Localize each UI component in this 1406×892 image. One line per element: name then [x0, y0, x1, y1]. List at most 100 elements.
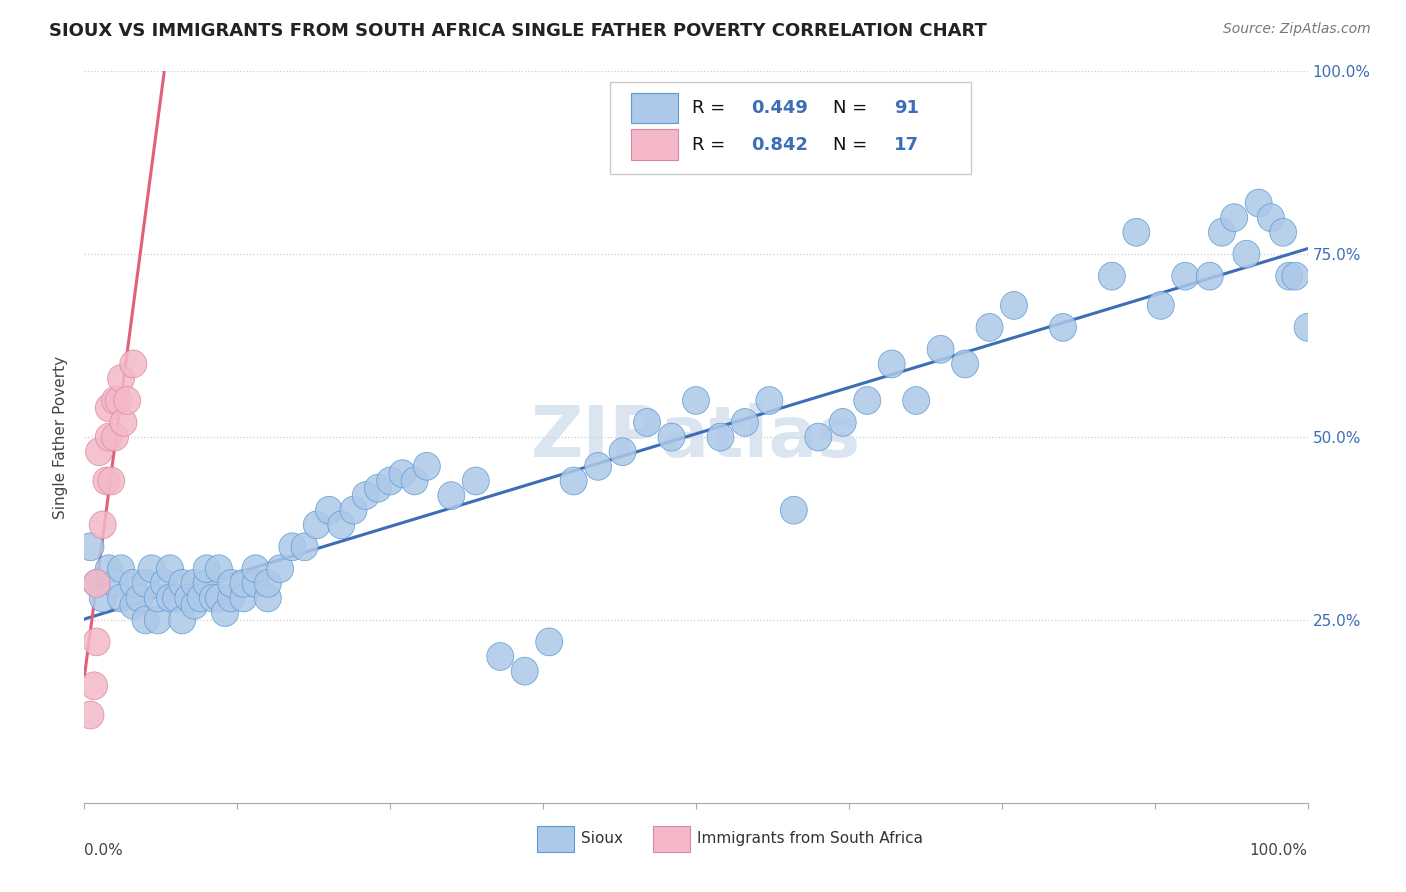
Ellipse shape [169, 606, 195, 634]
Ellipse shape [1098, 262, 1125, 290]
Ellipse shape [463, 467, 489, 495]
Bar [631, 129, 678, 160]
Ellipse shape [254, 584, 281, 612]
Ellipse shape [145, 584, 172, 612]
Ellipse shape [101, 569, 128, 598]
Ellipse shape [127, 584, 153, 612]
Ellipse shape [437, 482, 465, 509]
Ellipse shape [1282, 262, 1309, 290]
Ellipse shape [163, 584, 190, 612]
Ellipse shape [853, 386, 880, 415]
Ellipse shape [218, 569, 245, 598]
Ellipse shape [231, 569, 257, 598]
Ellipse shape [108, 584, 135, 612]
Ellipse shape [218, 584, 245, 612]
Bar [654, 826, 690, 852]
Ellipse shape [205, 584, 232, 612]
Text: N =: N = [832, 99, 873, 117]
Text: ZIPatlas: ZIPatlas [531, 402, 860, 472]
Ellipse shape [242, 569, 269, 598]
Ellipse shape [536, 628, 562, 656]
Ellipse shape [707, 423, 734, 451]
Ellipse shape [89, 511, 117, 539]
Ellipse shape [101, 423, 128, 451]
Text: Sioux: Sioux [581, 831, 623, 847]
Ellipse shape [120, 350, 146, 378]
Ellipse shape [181, 569, 208, 598]
Text: 17: 17 [894, 136, 920, 153]
Ellipse shape [1049, 313, 1077, 342]
Ellipse shape [976, 313, 1002, 342]
Ellipse shape [114, 386, 141, 415]
Ellipse shape [156, 584, 183, 612]
Text: Immigrants from South Africa: Immigrants from South Africa [697, 831, 924, 847]
Ellipse shape [1275, 262, 1303, 290]
Ellipse shape [291, 533, 318, 561]
Ellipse shape [486, 642, 513, 671]
Ellipse shape [658, 423, 685, 451]
Text: 0.449: 0.449 [751, 99, 808, 117]
Ellipse shape [193, 555, 221, 582]
Ellipse shape [413, 452, 440, 480]
Ellipse shape [105, 386, 132, 415]
Ellipse shape [108, 555, 135, 582]
Ellipse shape [108, 365, 135, 392]
Bar [631, 93, 678, 123]
Ellipse shape [150, 569, 177, 598]
Ellipse shape [96, 423, 122, 451]
Ellipse shape [1197, 262, 1223, 290]
Ellipse shape [83, 569, 110, 598]
Text: 0.0%: 0.0% [84, 843, 124, 858]
Ellipse shape [120, 591, 146, 619]
Ellipse shape [156, 555, 183, 582]
Ellipse shape [231, 584, 257, 612]
Ellipse shape [780, 496, 807, 524]
Text: R =: R = [692, 99, 731, 117]
Ellipse shape [96, 555, 122, 582]
Ellipse shape [101, 386, 128, 415]
Ellipse shape [187, 584, 214, 612]
Ellipse shape [585, 452, 612, 480]
Ellipse shape [1001, 292, 1028, 319]
Ellipse shape [512, 657, 538, 685]
Text: 100.0%: 100.0% [1250, 843, 1308, 858]
Ellipse shape [120, 569, 146, 598]
Text: Source: ZipAtlas.com: Source: ZipAtlas.com [1223, 22, 1371, 37]
Text: SIOUX VS IMMIGRANTS FROM SOUTH AFRICA SINGLE FATHER POVERTY CORRELATION CHART: SIOUX VS IMMIGRANTS FROM SOUTH AFRICA SI… [49, 22, 987, 40]
Ellipse shape [145, 606, 172, 634]
Ellipse shape [278, 533, 305, 561]
Ellipse shape [242, 555, 269, 582]
Ellipse shape [353, 482, 380, 509]
Ellipse shape [903, 386, 929, 415]
Ellipse shape [138, 555, 165, 582]
Ellipse shape [401, 467, 427, 495]
Ellipse shape [682, 386, 710, 415]
Ellipse shape [132, 569, 159, 598]
Text: N =: N = [832, 136, 873, 153]
Ellipse shape [560, 467, 588, 495]
Ellipse shape [609, 438, 636, 466]
Ellipse shape [879, 350, 905, 378]
Bar [537, 826, 574, 852]
Ellipse shape [86, 438, 112, 466]
Ellipse shape [93, 467, 120, 495]
Ellipse shape [634, 409, 661, 436]
Ellipse shape [211, 599, 239, 626]
Ellipse shape [1294, 313, 1322, 342]
Ellipse shape [267, 555, 294, 582]
Ellipse shape [340, 496, 367, 524]
Ellipse shape [1209, 219, 1236, 246]
Ellipse shape [1233, 240, 1260, 268]
Ellipse shape [1147, 292, 1174, 319]
Ellipse shape [1246, 189, 1272, 217]
Ellipse shape [193, 569, 221, 598]
Ellipse shape [77, 701, 104, 729]
Text: R =: R = [692, 136, 731, 153]
Ellipse shape [80, 672, 108, 699]
Text: 0.842: 0.842 [751, 136, 808, 153]
Ellipse shape [377, 467, 404, 495]
Ellipse shape [77, 533, 104, 561]
Ellipse shape [132, 606, 159, 634]
Ellipse shape [364, 475, 391, 502]
Ellipse shape [731, 409, 758, 436]
